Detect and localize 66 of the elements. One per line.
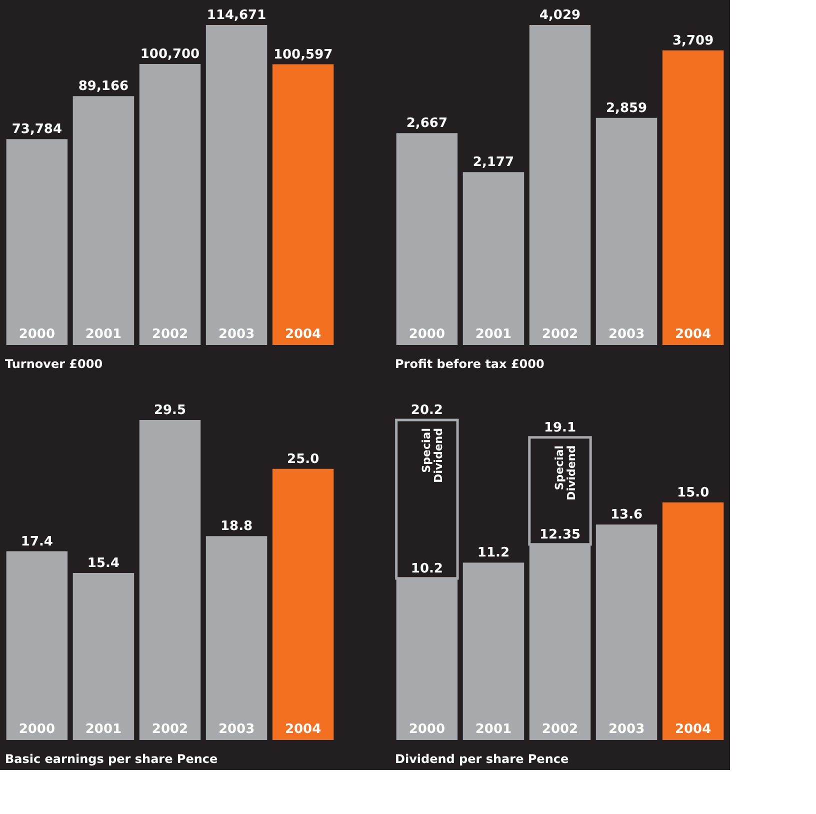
x-tick-label: 2002 — [152, 327, 188, 342]
x-tick-label: 2004 — [284, 327, 322, 342]
bar — [462, 172, 524, 345]
x-tick-label: 2000 — [408, 327, 446, 342]
data-label: 2,859 — [606, 100, 648, 116]
data-label: 2,667 — [406, 116, 448, 132]
data-label: 89,166 — [78, 79, 129, 94]
bar — [272, 64, 334, 345]
x-tick-label: 2003 — [608, 722, 645, 737]
data-label: 3,709 — [672, 33, 714, 48]
data-label: 4,029 — [539, 8, 581, 23]
x-tick-label: 2001 — [85, 722, 122, 737]
data-label: 17.4 — [20, 534, 53, 550]
x-tick-label: 2002 — [542, 327, 578, 342]
bar — [206, 25, 268, 345]
x-axis-title: Turnover £000 — [5, 357, 103, 371]
x-tick-label: 2003 — [218, 722, 255, 737]
bar — [72, 572, 134, 740]
data-label: 73,784 — [12, 122, 62, 138]
bar — [662, 50, 724, 345]
data-label: 114,671 — [206, 8, 266, 23]
bar — [6, 551, 68, 740]
data-label: 12.35 — [539, 527, 581, 542]
bar — [596, 524, 658, 740]
total-label: 19.1 — [544, 420, 576, 436]
total-label: 15.0 — [677, 485, 710, 500]
bar — [139, 64, 201, 345]
x-axis-title: Dividend per share Pence — [395, 752, 569, 766]
x-axis-title: Profit before tax £000 — [395, 357, 544, 371]
x-axis-title: Basic earnings per share Pence — [5, 752, 218, 766]
data-label: 2,177 — [472, 155, 514, 170]
bar — [272, 468, 334, 740]
x-tick-label: 2004 — [674, 327, 712, 342]
x-tick-label: 2004 — [674, 722, 712, 737]
data-label: 29.5 — [154, 403, 186, 418]
text: Special Dividend — [420, 428, 445, 483]
bar — [206, 536, 268, 740]
x-tick-label: 2000 — [408, 722, 446, 737]
x-tick-label: 2001 — [475, 722, 512, 737]
data-label: 100,700 — [140, 46, 200, 62]
bar — [529, 25, 591, 345]
x-tick-label: 2002 — [542, 722, 578, 737]
x-tick-label: 2004 — [284, 722, 322, 737]
text: Special Dividend — [553, 445, 578, 500]
bar — [396, 133, 458, 345]
bar — [72, 96, 134, 345]
x-tick-label: 2001 — [85, 327, 122, 342]
x-tick-label: 2000 — [18, 722, 56, 737]
data-label: 25.0 — [287, 452, 320, 467]
bar — [139, 420, 201, 740]
x-tick-label: 2003 — [218, 327, 255, 342]
data-label: 100,597 — [273, 47, 333, 62]
x-tick-label: 2002 — [152, 722, 188, 737]
data-label: 10.2 — [410, 561, 443, 576]
bar — [596, 118, 658, 345]
bar — [6, 139, 68, 345]
data-label: 15.4 — [87, 556, 120, 571]
x-tick-label: 2003 — [608, 327, 645, 342]
bar — [462, 562, 524, 740]
total-label: 11.2 — [477, 546, 510, 561]
x-tick-label: 2000 — [18, 327, 56, 342]
x-tick-label: 2001 — [475, 327, 512, 342]
data-label: 18.8 — [220, 519, 253, 534]
bar — [662, 502, 724, 740]
total-label: 13.6 — [610, 508, 643, 523]
total-label: 20.2 — [410, 403, 443, 418]
